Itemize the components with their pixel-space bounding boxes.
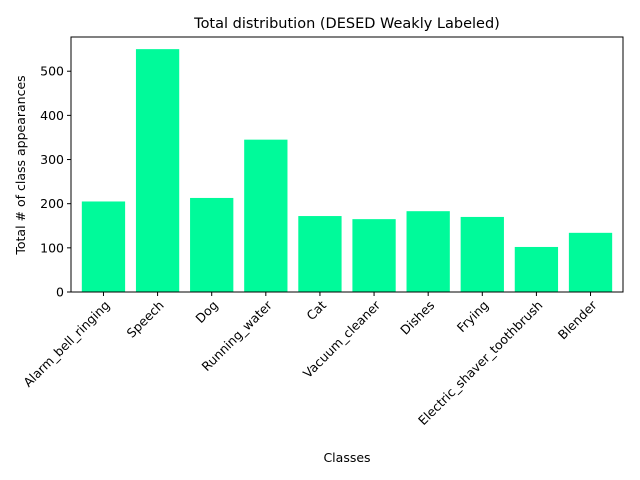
x-tick-label-alarm-bell-ringing: Alarm_bell_ringing bbox=[20, 298, 112, 390]
x-tick-label-dog: Dog bbox=[192, 298, 220, 326]
bar-blender bbox=[568, 232, 613, 292]
y-tick-label: 500 bbox=[40, 64, 64, 79]
y-tick-label: 100 bbox=[40, 240, 64, 255]
bar-dog bbox=[190, 197, 234, 292]
plot-frame bbox=[70, 36, 624, 293]
y-tick-label: 300 bbox=[40, 152, 64, 167]
y-axis-label: Total # of class appearances bbox=[13, 75, 28, 255]
plot-area: 0 100 200 300 400 500 Alarm_bell_ringing Speech… bbox=[20, 36, 624, 428]
bar-speech bbox=[135, 49, 180, 292]
x-tick-label-cat: Cat bbox=[303, 297, 329, 323]
x-tick-label-frying: Frying bbox=[454, 298, 492, 336]
bar-cat bbox=[298, 216, 342, 292]
bar-electric-shaver-toothbrush bbox=[514, 246, 559, 292]
bar-frying bbox=[460, 216, 504, 292]
y-tick-label: 200 bbox=[40, 196, 64, 211]
bar-running-water bbox=[244, 139, 288, 292]
x-tick-label-dishes: Dishes bbox=[397, 298, 437, 338]
x-tick-label-blender: Blender bbox=[555, 297, 600, 342]
x-axis-label: Classes bbox=[323, 450, 370, 465]
x-tick-label-speech: Speech bbox=[124, 298, 167, 341]
y-tick-label: 400 bbox=[40, 108, 64, 123]
chart-title: Total distribution (DESED Weakly Labeled… bbox=[193, 16, 500, 32]
bar-dishes bbox=[406, 211, 450, 292]
bar-vacuum-cleaner bbox=[352, 219, 396, 292]
bar-alarm-bell-ringing bbox=[81, 201, 126, 292]
y-tick-label: 0 bbox=[56, 285, 64, 300]
